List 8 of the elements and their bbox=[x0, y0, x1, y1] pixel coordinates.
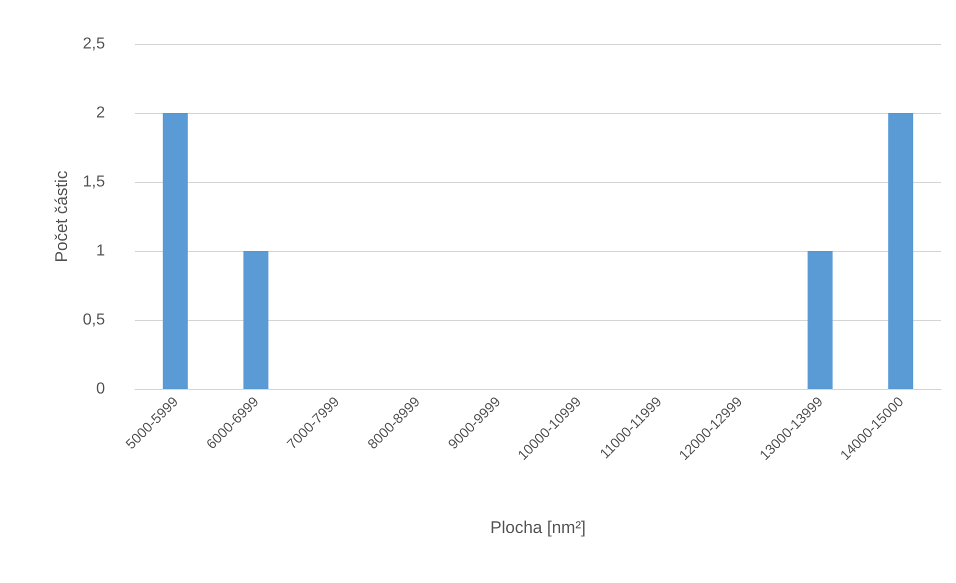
y-tick-label: 2,5 bbox=[82, 36, 106, 52]
x-axis-title: Plocha [nm²] bbox=[490, 518, 586, 537]
y-axis-title: Počet částic bbox=[52, 170, 71, 262]
y-tick-label: 0 bbox=[96, 380, 106, 398]
y-tick-label: 1,5 bbox=[82, 174, 106, 190]
y-tick-label: 0,5 bbox=[82, 312, 106, 328]
y-tick-label: 2 bbox=[96, 104, 106, 122]
y-tick-label: 1 bbox=[96, 242, 106, 260]
